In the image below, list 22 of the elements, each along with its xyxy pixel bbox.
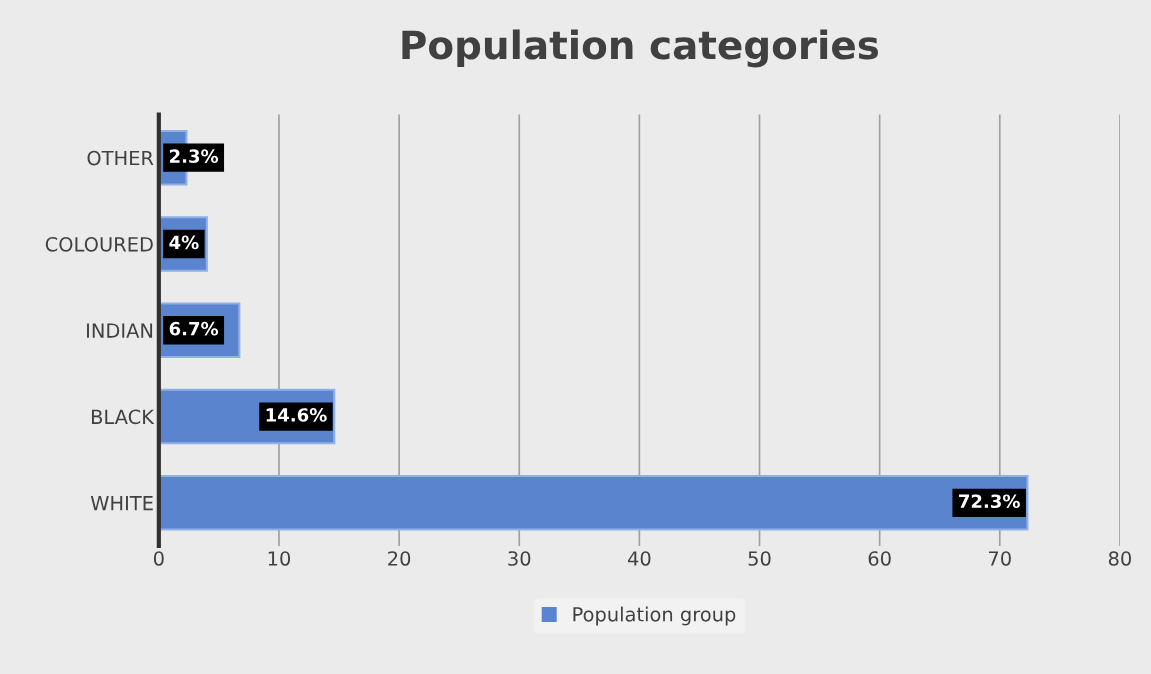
data-label: 72.3% [959,494,1020,509]
data-label: 2.3% [169,149,219,163]
x-tick-label: 80 [1108,551,1131,566]
y-tick-label: OTHER [87,150,154,166]
x-tick-label: 30 [508,551,531,566]
x-tick-label: 20 [388,551,411,566]
x-tick-label: 10 [268,551,291,566]
data-label: 4% [169,235,199,250]
x-tick-label: 50 [748,551,771,566]
y-tick-label: BLACK [91,409,155,425]
y-tick-label: COLOURED [45,236,153,252]
x-tick-label: 0 [153,551,164,566]
chart-title: Population categories [402,29,879,68]
bar [158,475,1029,531]
x-tick-label: 60 [868,551,891,566]
y-tick-label: WHITE [90,496,153,511]
y-tick-label: INDIAN [87,323,153,338]
x-tick-label: 70 [989,551,1011,566]
data-label: 6.7% [169,321,219,336]
data-label: 14.6% [266,408,327,422]
legend-label: Population group [573,606,736,626]
x-tick-label: 40 [627,551,651,566]
